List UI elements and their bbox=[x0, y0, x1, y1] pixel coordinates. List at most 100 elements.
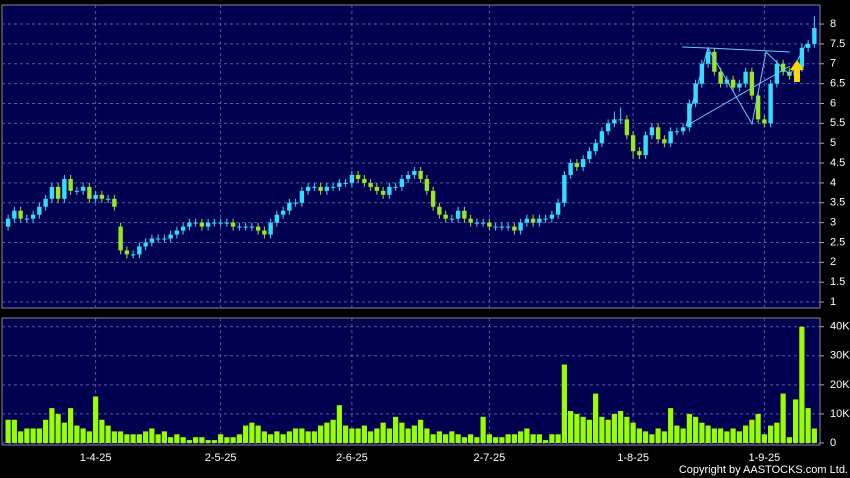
candle-body bbox=[380, 190, 386, 195]
volume-bar bbox=[143, 431, 149, 443]
volume-bar bbox=[124, 434, 130, 443]
volume-bar bbox=[318, 425, 324, 443]
y-tick-label: 1.5 bbox=[830, 276, 845, 288]
candle-body bbox=[224, 222, 230, 224]
volume-bar bbox=[30, 428, 36, 443]
candle-body bbox=[624, 119, 630, 136]
candle-body bbox=[105, 198, 111, 200]
volume-bar bbox=[43, 419, 49, 443]
volume-bar bbox=[268, 434, 274, 443]
y-tick-label: 2.5 bbox=[830, 236, 845, 248]
volume-bar bbox=[299, 428, 305, 443]
candle-body bbox=[430, 190, 436, 207]
candle-body bbox=[549, 214, 555, 219]
candle-body bbox=[293, 202, 298, 204]
candle-body bbox=[643, 135, 648, 156]
volume-bar bbox=[611, 413, 617, 443]
candle-body bbox=[705, 51, 711, 64]
candle-body bbox=[362, 178, 367, 183]
volume-bar bbox=[180, 437, 186, 443]
volume-bar bbox=[93, 396, 99, 443]
volume-bar bbox=[680, 428, 686, 443]
candle-body bbox=[580, 159, 586, 168]
volume-bar bbox=[274, 431, 280, 443]
candle-body bbox=[699, 63, 705, 84]
candle-body bbox=[537, 218, 542, 223]
candle-body bbox=[743, 71, 748, 84]
volume-bar bbox=[749, 419, 755, 443]
candle-body bbox=[630, 135, 636, 152]
volume-bar bbox=[655, 428, 661, 443]
candle-body bbox=[530, 218, 536, 223]
volume-bar bbox=[424, 428, 430, 443]
candle-body bbox=[812, 28, 817, 44]
candle-body bbox=[349, 174, 355, 183]
volume-bar bbox=[224, 437, 230, 443]
candle-body bbox=[437, 206, 442, 215]
candle-body bbox=[318, 186, 323, 191]
candle-body bbox=[524, 218, 530, 223]
volume-bar bbox=[686, 413, 692, 443]
candle-body bbox=[368, 182, 373, 187]
volume-bar bbox=[236, 434, 242, 443]
candle-body bbox=[712, 51, 717, 72]
volume-bar bbox=[718, 428, 724, 443]
candle-body bbox=[180, 226, 186, 231]
volume-bar bbox=[449, 431, 455, 443]
volume-bar bbox=[493, 437, 499, 443]
candle-body bbox=[455, 210, 461, 219]
volume-bar bbox=[674, 425, 680, 443]
candle-body bbox=[637, 151, 642, 156]
volume-bar bbox=[705, 425, 711, 443]
volume-bar bbox=[86, 431, 92, 443]
y-tick-label: 40K bbox=[830, 321, 850, 333]
volume-bar bbox=[418, 419, 424, 443]
candle-body bbox=[168, 234, 173, 239]
plot-layer: 1 1.5 2 2.5 3 3.5 4 4.5 5 5.5 6 6.5 7 7.5 8 0 10K 20K 30K 4… bbox=[2, 5, 850, 464]
candle-body bbox=[212, 222, 217, 224]
volume-bar bbox=[636, 428, 642, 443]
candle-body bbox=[268, 222, 273, 235]
candle-body bbox=[505, 226, 511, 228]
volume-bar bbox=[11, 419, 17, 443]
volume-bar bbox=[499, 437, 505, 443]
candle-body bbox=[587, 151, 592, 160]
volume-bar bbox=[786, 437, 792, 443]
volume-bar bbox=[605, 419, 611, 443]
volume-bar bbox=[780, 393, 786, 443]
x-tick-label: 1-8-25 bbox=[617, 452, 649, 464]
candle-body bbox=[605, 123, 611, 132]
volume-bar bbox=[455, 434, 461, 443]
volume-bar bbox=[574, 413, 580, 443]
candle-body bbox=[799, 47, 805, 68]
candle-body bbox=[399, 178, 405, 187]
volume-bar bbox=[411, 425, 417, 443]
candle-body bbox=[305, 186, 311, 191]
y-tick-label: 3 bbox=[830, 217, 836, 229]
volume-bar bbox=[711, 428, 717, 443]
volume-bar bbox=[661, 431, 667, 443]
candle-body bbox=[62, 178, 67, 199]
volume-bar bbox=[699, 422, 705, 443]
candle-body bbox=[568, 163, 573, 175]
trend-line bbox=[685, 65, 791, 127]
volume-bar bbox=[343, 425, 349, 443]
volume-bar bbox=[243, 425, 249, 443]
volume-bar bbox=[155, 434, 161, 443]
volume-bar bbox=[174, 434, 180, 443]
candle-body bbox=[674, 131, 680, 133]
volume-bar bbox=[80, 428, 86, 443]
candle-body bbox=[387, 186, 392, 195]
volume-bar bbox=[805, 408, 811, 443]
candle-body bbox=[249, 226, 255, 228]
volume-bar bbox=[624, 416, 630, 443]
y-tick-label: 2 bbox=[830, 256, 836, 268]
volume-bar bbox=[430, 434, 436, 443]
volume-bar bbox=[168, 437, 174, 443]
candle-body bbox=[324, 186, 330, 191]
volume-bar bbox=[49, 408, 55, 443]
volume-bar bbox=[380, 422, 386, 443]
candle-body bbox=[668, 131, 673, 144]
candle-body bbox=[655, 127, 661, 140]
volume-bar bbox=[768, 425, 774, 443]
